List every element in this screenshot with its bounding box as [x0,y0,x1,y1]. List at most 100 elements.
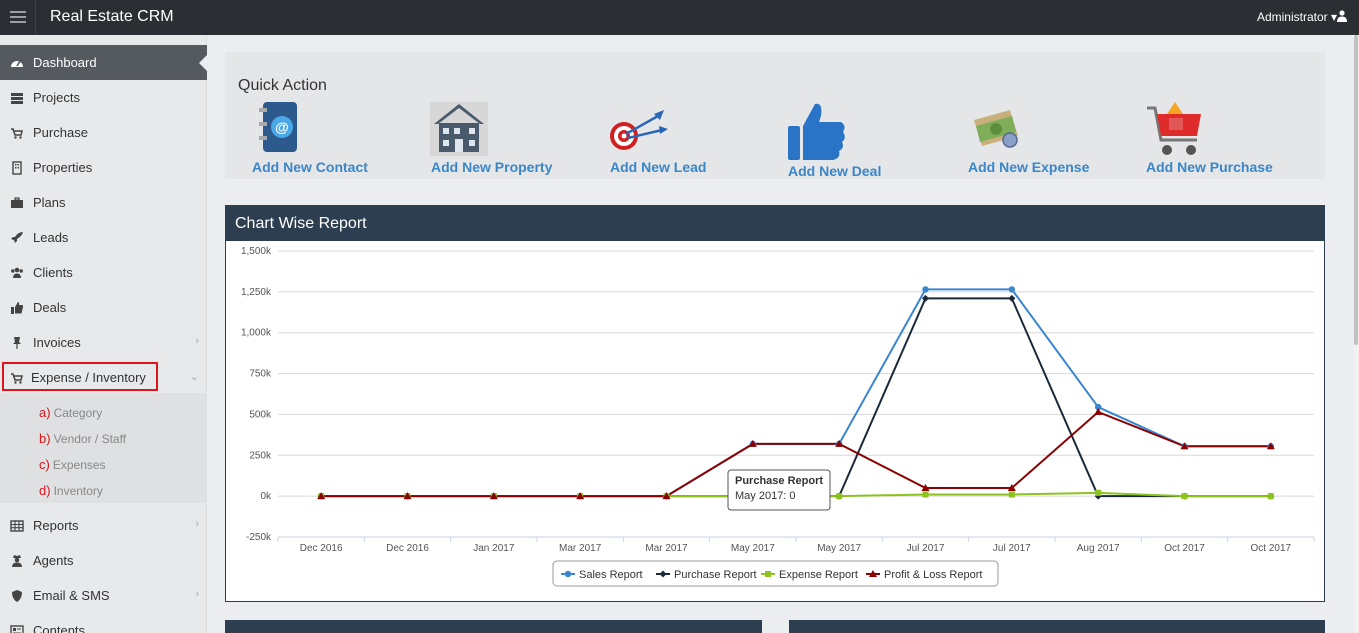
data-point [1094,403,1102,411]
data-point [1008,286,1016,293]
sidebar-item-label: Clients [33,265,73,280]
sidebar-item-expense-inventory[interactable]: Expense / Inventory ⌄ [0,360,207,395]
top-navbar: Real Estate CRM Administrator ▾ [0,0,1359,35]
sidebar-item-dashboard[interactable]: Dashboard [0,45,207,80]
quick-action-label[interactable]: Add New Expense [968,159,1090,175]
chart-panel: Chart Wise Report -250k 0k 250k 500k 750k 1,0… [225,205,1325,602]
submenu-item-category[interactable]: a) Category [39,405,102,420]
sidebar-item-label: Reports [33,518,79,533]
hamburger-menu-icon[interactable] [10,11,26,23]
sidebar-item-contents[interactable]: Contents [0,613,207,633]
data-point [1094,407,1103,415]
target-icon [610,110,668,150]
address-book-icon: @ [259,102,297,152]
page-scrollbar[interactable] [1353,35,1359,633]
series-line [321,297,1271,498]
chart-panel-title: Chart Wise Report [235,215,367,232]
legend-item[interactable]: Expense Report [779,569,858,581]
legend-item[interactable]: Profit & Loss Report [884,569,982,581]
sidebar-item-reports[interactable]: Reports › [0,508,207,543]
data-point [1181,493,1188,500]
add-new-property-button[interactable]: Add New Property [430,100,552,175]
chart-legend[interactable] [552,560,999,587]
data-point [922,491,929,498]
sidebar-item-deals[interactable]: Deals [0,290,207,325]
quick-action-label[interactable]: Add New Deal [788,163,882,179]
add-new-deal-button[interactable]: Add New Deal [787,100,881,179]
data-point [922,294,929,302]
add-new-lead-button[interactable]: Add New Lead [610,100,706,175]
money-icon [974,110,1018,148]
data-point [1007,483,1016,491]
sidebar-item-label: Leads [33,230,69,245]
chevron-right-icon: › [195,518,199,530]
data-point [489,492,498,500]
table-icon [10,520,24,532]
chevron-right-icon: › [195,588,199,600]
server-icon [11,93,23,104]
dashboard-icon [11,60,23,67]
data-point [659,570,667,578]
data-point [922,286,929,293]
x-tick-label: Dec 2016 [300,543,343,554]
x-tick-label: Oct 2017 [1164,543,1205,554]
sidebar-item-email-sms[interactable]: Email & SMS › [0,578,207,613]
y-tick-label: 1,250k [241,287,272,298]
y-tick-label: 250k [249,450,272,461]
tooltip-text: May 2017: 0 [735,490,796,502]
rocket-icon [11,232,23,243]
submenu-item-expenses[interactable]: c) Expenses [39,457,106,472]
sidebar-item-clients[interactable]: Clients [0,255,207,290]
x-tick-label: Mar 2017 [559,543,602,554]
user-icon[interactable] [1337,10,1347,22]
submenu-letter: a) [39,405,51,420]
chevron-down-icon: ⌄ [189,371,199,383]
scrollbar-thumb[interactable] [1354,35,1358,345]
quick-action-label[interactable]: Add New Purchase [1146,159,1273,175]
sidebar-item-purchase[interactable]: Purchase [0,115,207,150]
highlight-box [2,362,158,391]
sidebar-item-leads[interactable]: Leads [0,220,207,255]
thumbs-up-icon [11,302,24,314]
add-new-purchase-button[interactable]: Add New Purchase [1145,100,1273,175]
quick-action-label[interactable]: Add New Lead [610,159,707,175]
briefcase-icon [11,197,23,208]
quick-action-label[interactable]: Add New Contact [252,159,368,175]
sidebar-item-projects[interactable]: Projects [0,80,207,115]
add-new-contact-button[interactable]: @ Add New Contact [252,100,368,175]
user-menu[interactable]: Administrator ▾ [1256,10,1337,24]
sidebar: Dashboard Projects Purchase Properties P… [0,35,207,633]
quick-action-panel: Quick Action @ Add New Contact Add New P… [225,52,1325,179]
sidebar-item-agents[interactable]: Agents [0,543,207,578]
sidebar-item-label: Dashboard [33,55,97,70]
x-tick-label: May 2017 [817,543,861,554]
pin-icon [13,337,21,349]
user-name[interactable]: Administrator [1256,10,1328,24]
sidebar-item-properties[interactable]: Properties [0,150,207,185]
x-tick-label: Jul 2017 [993,543,1031,554]
submenu-letter: b) [39,431,51,446]
legend-item[interactable]: Purchase Report [674,569,757,581]
add-new-expense-button[interactable]: Add New Expense [968,100,1089,175]
expense-inventory-submenu: a) Category b) Vendor / Staff c) Expenses d… [0,393,207,503]
submenu-item-inventory[interactable]: d) Inventory [39,483,103,498]
app-title: Real Estate CRM [50,8,174,25]
sidebar-item-invoices[interactable]: Invoices › [0,325,207,360]
chart-tooltip [727,469,831,511]
sidebar-item-label: Contents [33,623,86,633]
sidebar-item-plans[interactable]: Plans [0,185,207,220]
sidebar-item-label: Email & SMS [33,588,110,603]
x-tick-label: Dec 2016 [386,543,429,554]
y-tick-label: -250k [246,532,272,543]
submenu-letter: c) [39,457,50,472]
line-chart: -250k 0k 250k 500k 750k 1,000k 1,250k 1,500k Dec… [241,246,1315,587]
legend-item[interactable]: Sales Report [579,569,643,581]
quick-action-label[interactable]: Add New Property [431,159,553,175]
user-secret-icon [12,555,22,567]
chevron-right-icon: › [195,335,199,347]
navbar-divider [35,0,36,35]
bottom-panel-left-header [225,620,762,633]
data-point [869,570,877,577]
series-line [321,410,1271,498]
submenu-item-vendor-staff[interactable]: b) Vendor / Staff [39,431,126,446]
